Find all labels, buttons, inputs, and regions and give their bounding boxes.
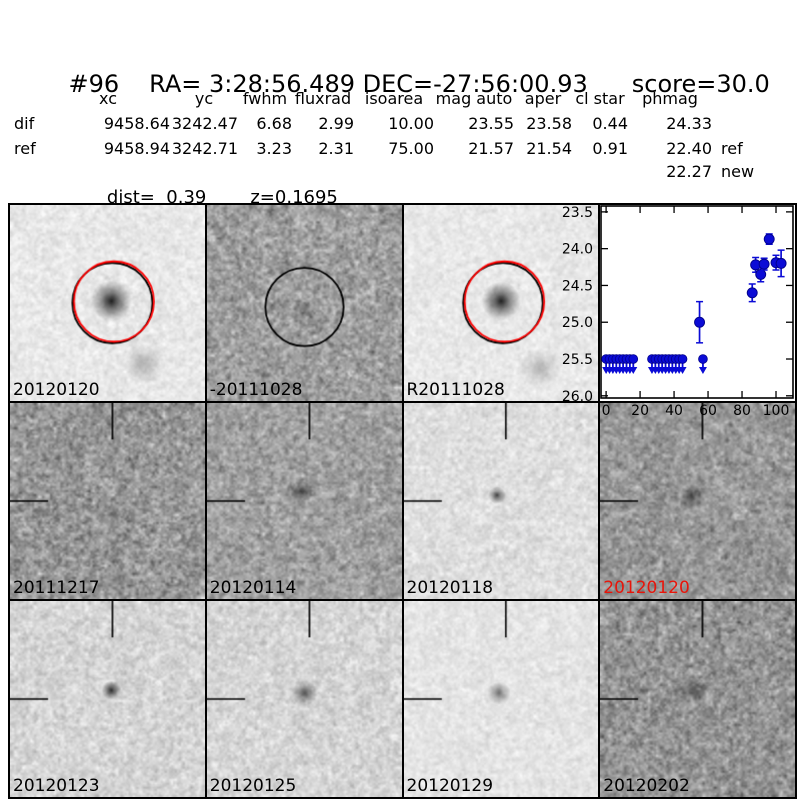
cutout-image [403, 205, 599, 401]
table-row-dif: dif 9458.64 3242.47 6.68 2.99 10.00 23.5… [14, 114, 712, 133]
cutout-image [10, 601, 205, 797]
cutout-panel-20111217: 20111217 [10, 403, 205, 599]
col-cl-star: cl star [575, 89, 625, 108]
col-fwhm: fwhm [242, 89, 288, 108]
cutout-label: 20120129 [406, 776, 494, 796]
svg-text:25.5: 25.5 [562, 352, 593, 368]
svg-text:0: 0 [602, 403, 611, 419]
cutout-panel-20120120: 20120120 [10, 205, 205, 401]
cutout-image [600, 601, 795, 797]
photometry-table: xc yc fwhm fluxrad isoarea mag auto aper… [0, 86, 800, 183]
dist-z-line: dist= 0.39 z=0.1695 [84, 166, 338, 229]
cutout-label: 20120202 [603, 776, 690, 796]
cutout-panel-20120125: 20120125 [206, 601, 402, 797]
dist-value: dist= 0.39 [106, 187, 207, 208]
svg-text:25.0: 25.0 [562, 315, 593, 331]
phmag-new-value: 22.27 [666, 162, 712, 181]
candidate-id: #96 [68, 70, 120, 98]
table-row-phmag-new: 22.27 new [0, 161, 800, 183]
lightcurve-plot: 0 20 40 60 80 100 23.5 24.0 24.5 25.0 25.5 26.0 [562, 205, 795, 419]
cutout-panel-20120120: 20120120 [600, 403, 795, 599]
lightcurve-svg: 0 20 40 60 80 100 23.5 24.0 24.5 25.0 25.5 26.0 [562, 205, 795, 419]
cutout-panel-20120129: 20120129 [403, 601, 599, 797]
svg-text:23.5: 23.5 [562, 205, 593, 221]
cutout-image [10, 403, 205, 599]
col-yc: yc [194, 89, 214, 108]
cutout-label: 20111217 [13, 578, 100, 598]
svg-text:100: 100 [763, 403, 790, 419]
cutout-image [403, 403, 599, 599]
cutout-panel-20120118: 20120118 [403, 403, 599, 599]
phmag-new-suffix: new [721, 162, 755, 181]
cutout-image [206, 601, 402, 797]
cutout-label: 20120114 [209, 578, 297, 598]
table-row-ref: ref 9458.94 3242.71 3.23 2.31 75.00 21.5… [14, 139, 743, 158]
cutout-image [206, 205, 402, 401]
cutout-image [600, 403, 795, 599]
col-fluxrad: fluxrad [294, 89, 352, 108]
cutout-grid: 20120120 -20111028 R20111028 0 20 40 60 80 100 23… [8, 203, 797, 799]
cutout-label: 20120123 [13, 776, 100, 796]
table-header-row: xc yc fwhm fluxrad isoarea mag auto aper… [0, 86, 800, 111]
cutout-label: -20111028 [209, 380, 303, 400]
cutout-panel-m20111028: -20111028 [206, 205, 402, 401]
cutout-label: 20120125 [209, 776, 297, 796]
cutout-image [206, 403, 402, 599]
cutout-label: 20120120 [603, 578, 690, 598]
redshift-value: z=0.1695 [250, 187, 338, 208]
cutout-label: 20120120 [13, 380, 100, 400]
cutout-panel-20120114: 20120114 [206, 403, 402, 599]
col-isoarea: isoarea [364, 89, 424, 108]
cutout-image [403, 601, 599, 797]
col-phmag: phmag [642, 89, 698, 108]
col-mag-auto: mag auto [435, 89, 513, 108]
candidate-coords: RA= 3:28:56.489 DEC=-27:56:00.93 [149, 70, 588, 98]
candidate-score: score=30.0 [631, 70, 770, 98]
svg-text:40: 40 [665, 403, 683, 419]
svg-text:24.5: 24.5 [562, 278, 593, 294]
cutout-label: R20111028 [406, 380, 505, 400]
page-title: #96 RA= 3:28:56.489 DEC=-27:56:00.93 score… [38, 42, 770, 126]
svg-text:20: 20 [631, 403, 649, 419]
svg-text:80: 80 [733, 403, 751, 419]
svg-text:60: 60 [699, 403, 717, 419]
cutout-panel-20120123: 20120123 [10, 601, 205, 797]
cutout-panel-R20111028: R20111028 [403, 205, 599, 401]
col-xc: xc [99, 89, 117, 108]
cutout-image [10, 205, 205, 401]
col-aper: aper [524, 89, 562, 108]
svg-text:26.0: 26.0 [562, 389, 593, 405]
cutout-panel-20120202: 20120202 [600, 601, 795, 797]
svg-text:24.0: 24.0 [562, 242, 593, 258]
cutout-label: 20120118 [406, 578, 494, 598]
